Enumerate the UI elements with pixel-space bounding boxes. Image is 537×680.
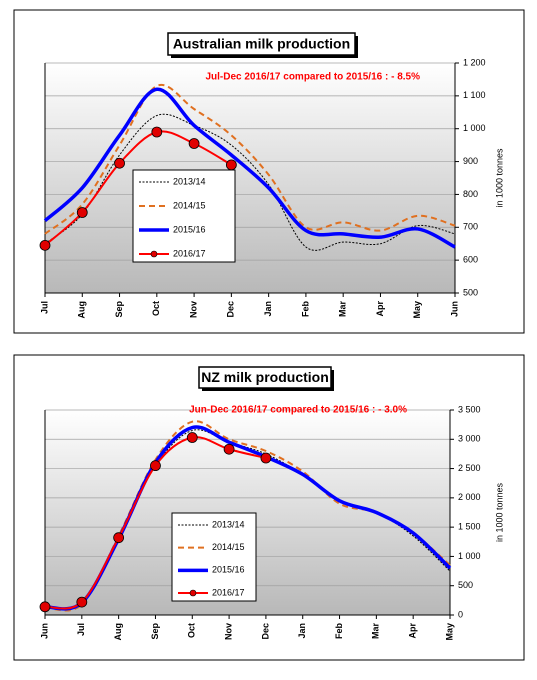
y-tick-label: 700 bbox=[463, 222, 478, 232]
annotation: Jul-Dec 2016/17 compared to 2015/16 : - … bbox=[205, 72, 420, 83]
y-tick-label: 600 bbox=[463, 255, 478, 265]
chart: 0 500 1 000 1 500 2 000 2 500 3 000 3 500 Jun Jul… bbox=[13, 354, 525, 661]
x-tick-label: Apr bbox=[408, 623, 418, 639]
x-tick-label: Dec bbox=[226, 301, 236, 318]
x-tick-label: Mar bbox=[371, 623, 381, 640]
x-tick-label: Dec bbox=[260, 623, 270, 640]
legend-label: 2015/16 bbox=[212, 565, 245, 575]
annotation: Jun-Dec 2016/17 compared to 2015/16 : - … bbox=[189, 405, 407, 416]
x-tick-label: Jul bbox=[76, 623, 86, 636]
legend-label: 2014/15 bbox=[173, 200, 206, 210]
data-point bbox=[113, 532, 125, 544]
x-tick-label: Nov bbox=[223, 623, 233, 640]
x-tick-label: Sep bbox=[150, 623, 160, 640]
data-point bbox=[151, 126, 163, 138]
series-line bbox=[44, 83, 456, 235]
title-box bbox=[198, 366, 332, 389]
y-tick-label: 1 100 bbox=[463, 90, 486, 100]
y-tick-label: 500 bbox=[458, 580, 473, 590]
data-point bbox=[39, 601, 51, 613]
x-tick-label: Feb bbox=[300, 301, 310, 318]
data-point bbox=[225, 159, 237, 171]
y-tick-label: 1 000 bbox=[463, 123, 486, 133]
x-tick-label: May bbox=[412, 301, 422, 319]
data-point bbox=[114, 157, 125, 169]
x-tick-label: Oct bbox=[187, 623, 197, 638]
chart-title: NZ milk production bbox=[201, 369, 329, 385]
x-tick-label: Feb bbox=[334, 623, 344, 640]
series-line bbox=[43, 87, 456, 249]
y-axis-label: in 1000 tonnes bbox=[494, 482, 504, 542]
x-tick-label: Aug bbox=[77, 301, 87, 319]
legend-label: 2016/17 bbox=[173, 248, 206, 258]
legend-marker bbox=[150, 250, 158, 258]
y-tick-label: 800 bbox=[463, 189, 478, 199]
legend-marker bbox=[189, 589, 197, 597]
y-tick-label: 1 200 bbox=[463, 57, 486, 67]
y-tick-label: 3 000 bbox=[458, 434, 481, 444]
x-tick-label: Jun bbox=[449, 301, 459, 317]
data-point bbox=[186, 432, 198, 443]
legend-label: 2016/17 bbox=[212, 587, 245, 597]
x-tick-label: Mar bbox=[338, 301, 348, 318]
series-line bbox=[44, 113, 456, 251]
data-point bbox=[76, 596, 88, 608]
x-tick-label: Nov bbox=[188, 301, 198, 318]
legend-box bbox=[132, 169, 236, 263]
x-tick-label: Apr bbox=[375, 301, 385, 317]
y-tick-label: 500 bbox=[463, 287, 478, 297]
data-point bbox=[223, 443, 235, 455]
legend-box bbox=[171, 512, 257, 602]
legend-label: 2013/14 bbox=[173, 176, 206, 186]
plot-area bbox=[45, 63, 455, 293]
y-tick-label: 3 500 bbox=[458, 404, 481, 414]
data-point bbox=[39, 239, 51, 251]
data-point bbox=[150, 460, 161, 472]
x-tick-label: Jun bbox=[39, 623, 49, 639]
legend-label: 2015/16 bbox=[173, 224, 206, 234]
y-tick-label: 2 500 bbox=[458, 463, 481, 473]
legend-label: 2013/14 bbox=[212, 519, 245, 529]
x-tick-label: Jan bbox=[297, 623, 307, 639]
x-tick-label: Jan bbox=[263, 301, 273, 317]
x-tick-label: Aug bbox=[113, 623, 123, 641]
y-tick-label: 2 000 bbox=[458, 492, 481, 502]
legend-label: 2014/15 bbox=[212, 542, 245, 552]
x-tick-label: Oct bbox=[151, 301, 161, 316]
chart: 500 600 700 800 900 1 000 1 100 1 200 Jul Aug Sep O… bbox=[13, 9, 525, 334]
y-tick-label: 1 000 bbox=[458, 551, 481, 561]
title-box bbox=[167, 32, 356, 56]
x-tick-label: Jul bbox=[39, 301, 49, 314]
data-point bbox=[188, 138, 200, 149]
y-tick-label: 0 bbox=[458, 609, 463, 619]
x-tick-label: Sep bbox=[114, 301, 124, 318]
y-tick-label: 900 bbox=[463, 156, 478, 166]
data-point bbox=[76, 207, 88, 218]
data-point bbox=[260, 452, 272, 464]
chart-title: Australian milk production bbox=[173, 36, 350, 52]
y-axis-label: in 1000 tonnes bbox=[494, 148, 504, 208]
x-tick-label: May bbox=[444, 623, 454, 641]
y-tick-label: 1 500 bbox=[458, 522, 481, 532]
